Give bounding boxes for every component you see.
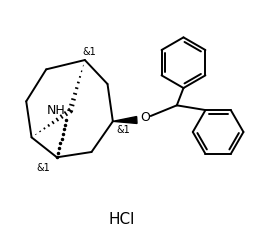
- Text: &1: &1: [37, 163, 50, 173]
- Text: &1: &1: [117, 125, 131, 135]
- Polygon shape: [113, 117, 137, 124]
- Text: NH: NH: [47, 104, 65, 117]
- Text: HCl: HCl: [109, 213, 135, 227]
- Text: O: O: [140, 111, 150, 124]
- Text: &1: &1: [82, 47, 96, 57]
